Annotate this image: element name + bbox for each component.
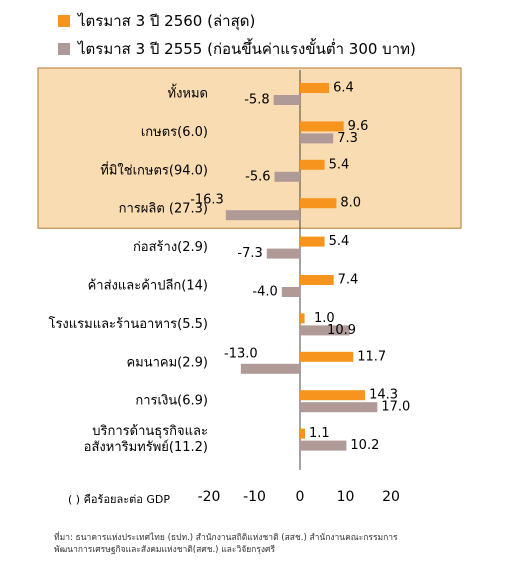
bar-latest [300,275,334,285]
data-label: -7.3 [237,246,262,261]
bar-pre-wage [281,287,300,297]
data-label: -5.8 [244,93,269,108]
data-label: 11.7 [357,349,386,364]
bar-latest [300,390,366,401]
data-label: 17.0 [381,400,410,415]
legend-item-series-1: ไตรมาส 3 ปี 2560 (ล่าสุด) [58,12,255,30]
gdp-share-note: ( ) คือร้อยละต่อ GDP [68,493,171,506]
bar-latest [300,428,306,439]
data-label: -5.6 [245,169,270,184]
bar-latest [300,351,354,362]
category-label: ก่อสร้าง(2.9) [133,240,208,255]
x-tick-label: -10 [243,489,266,505]
data-label: 5.4 [329,234,350,249]
bar-chart: ทั้งหมด 6.4 -5.8 เกษตร(6.0) 9.67.3 ที่มิใช่เก… [37,67,462,505]
data-label: -4.0 [252,285,277,300]
data-label: 8.0 [340,196,361,211]
category-label: อสังหาริมทรัพย์(11.2) [84,439,208,455]
x-tick-label: 20 [382,489,400,505]
data-label: 10.9 [327,323,356,338]
data-label: 1.0 [314,311,335,326]
x-tick-label: 0 [296,489,305,505]
bar-pre-wage [274,171,300,182]
data-label: 14.3 [369,388,398,403]
legend-swatch-series-2 [58,43,70,55]
data-label: 10.2 [350,438,379,453]
data-label: 1.1 [309,426,330,441]
legend-label-series-2: ไตรมาส 3 ปี 2555 (ก่อนขึ้นค่าแรงขั้นต่ำ … [78,40,416,58]
data-label: 6.4 [333,81,354,96]
bar-latest [300,159,325,170]
data-label: 5.4 [329,157,350,172]
bar-latest [300,83,330,93]
legend-label-series-1: ไตรมาส 3 ปี 2560 (ล่าสุด) [78,12,256,30]
category-label: ค้าส่งและค้าปลีก(14) [88,278,208,294]
highlight-box [37,67,462,229]
data-label: 7.3 [337,131,358,146]
category-label: ที่มิใช่เกษตร(94.0) [100,161,208,178]
bar-pre-wage [300,325,350,336]
category-label: การเงิน(6.9) [135,394,208,409]
x-tick-label: -20 [198,489,221,505]
x-tick-label: 10 [337,489,355,505]
data-label: -13.0 [224,346,258,361]
bar-pre-wage [300,133,334,144]
legend-swatch-series-1 [58,15,70,27]
bar-pre-wage [240,363,300,374]
category-label: ทั้งหมด [168,84,209,102]
bar-pre-wage [273,95,300,105]
category-label: คมนาคม(2.9) [126,355,208,370]
bar-latest [300,121,344,132]
category-label: การผลิต (27.3) [119,202,208,217]
category-label: บริการด้านธุรกิจและ [92,424,208,439]
bar-latest [300,313,305,324]
bar-latest [300,236,325,247]
data-label: 7.4 [338,273,359,288]
legend-item-series-2: ไตรมาส 3 ปี 2555 (ก่อนขึ้นค่าแรงขั้นต่ำ … [58,40,416,58]
category-label: เกษตร(6.0) [141,125,208,140]
bar-pre-wage [266,248,300,259]
data-label: 9.6 [348,119,369,134]
bar-pre-wage [225,210,300,221]
bar-latest [300,198,337,209]
data-label: -16.3 [190,193,224,208]
source-note: ที่มา: ธนาคารแห่งประเทศไทย (ธปท.) สำนักง… [54,533,398,555]
bar-pre-wage [300,440,347,451]
bar-pre-wage [300,402,378,413]
category-label: โรงแรมและร้านอาหาร(5.5) [48,316,208,332]
